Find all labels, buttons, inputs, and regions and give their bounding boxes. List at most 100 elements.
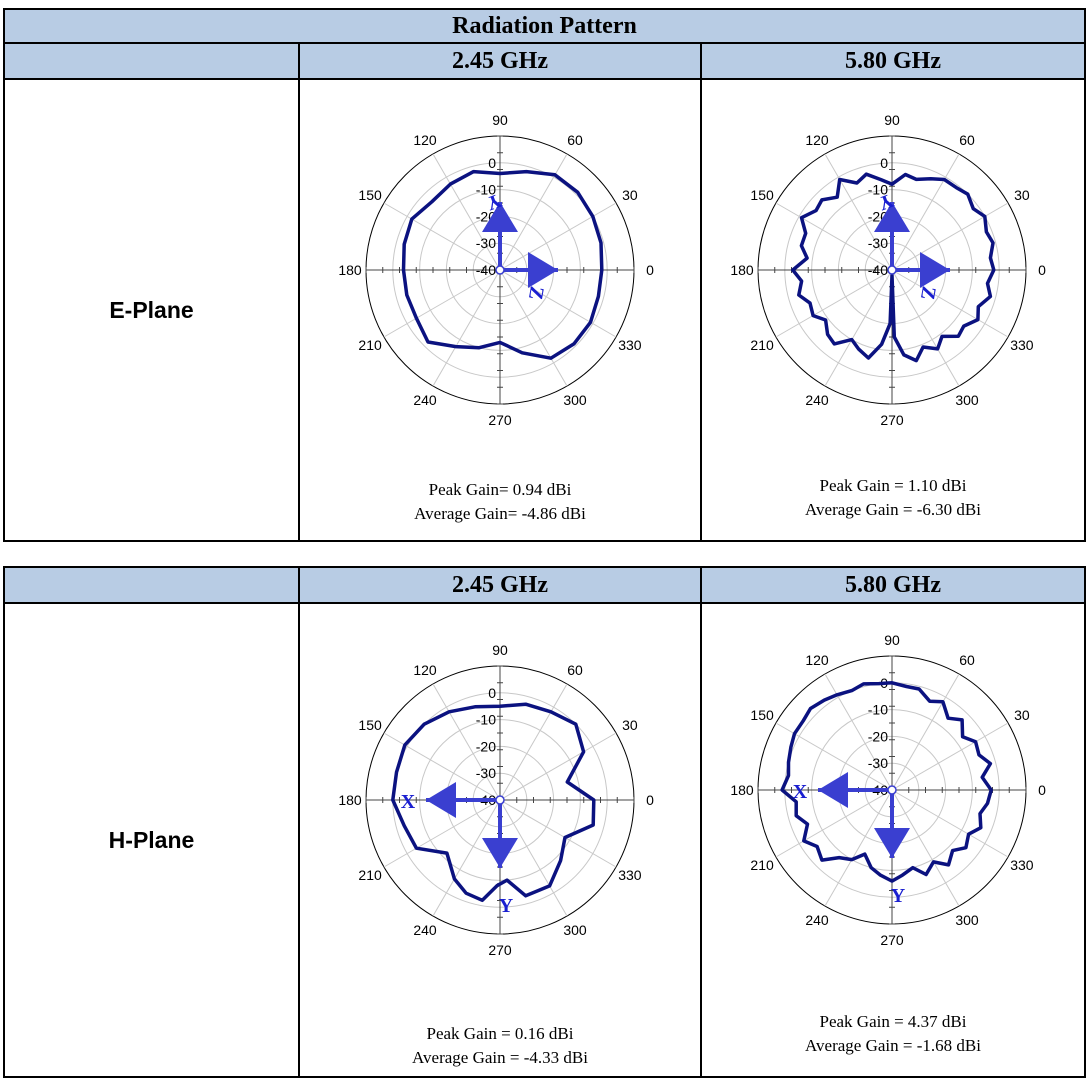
radial-tick-label: -20 <box>868 728 888 744</box>
angle-tick-label: 90 <box>492 642 508 658</box>
polar-spoke <box>383 202 501 271</box>
y-axis-arrow <box>482 202 518 232</box>
polar-spoke <box>432 683 501 801</box>
z-axis-label: Z <box>524 285 548 302</box>
angle-tick-label: 270 <box>880 412 904 428</box>
h-plane-table: 2.45 GHz 5.80 GHz H-Plane 0 30 60 90 120 150 1… <box>3 566 1086 1078</box>
angle-tick-label: 150 <box>358 187 382 203</box>
angle-tick-label: 210 <box>750 857 774 873</box>
radial-tick-label: -30 <box>868 755 888 771</box>
origin-marker <box>495 265 505 275</box>
angle-tick-label: 120 <box>413 132 437 148</box>
polar-spoke <box>891 789 960 907</box>
polar-spoke <box>499 799 617 868</box>
angle-tick-label: 150 <box>358 717 382 733</box>
radial-tick-label: -20 <box>476 738 496 754</box>
polar-chart-e-245: 03060901201501802102402703003300-10-20-3… <box>338 112 654 428</box>
peak-gain: Peak Gain = 1.10 dBi <box>819 476 967 495</box>
average-gain: Average Gain = -4.33 dBi <box>412 1048 588 1067</box>
polar-spoke <box>432 153 501 271</box>
average-gain: Average Gain = -1.68 dBi <box>805 1036 981 1055</box>
polar-spoke <box>383 269 501 338</box>
x-axis-arrow <box>818 772 848 808</box>
angle-tick-label: 180 <box>730 782 754 798</box>
angle-tick-label: 30 <box>622 717 638 733</box>
polar-spoke <box>824 789 893 907</box>
angle-tick-label: 60 <box>959 652 975 668</box>
polar-spoke <box>775 789 893 858</box>
angle-tick-label: 0 <box>646 262 654 278</box>
angle-tick-label: 330 <box>1010 857 1034 873</box>
y-axis-label: Y <box>499 895 514 917</box>
x-axis-label: X <box>401 791 416 813</box>
table-title: Radiation Pattern <box>3 8 1086 44</box>
peak-gain: Peak Gain = 0.16 dBi <box>426 1024 574 1043</box>
angle-tick-label: 60 <box>567 132 583 148</box>
peak-gain: Peak Gain= 0.94 dBi <box>428 480 572 499</box>
polar-spoke <box>891 269 1009 338</box>
radial-tick-label: 0 <box>488 155 496 171</box>
radial-tick-label: 0 <box>880 155 888 171</box>
radial-tick-label: -40 <box>476 262 496 278</box>
angle-tick-label: 180 <box>338 792 362 808</box>
polar-spoke <box>891 153 960 271</box>
angle-tick-label: 90 <box>884 112 900 128</box>
radial-tick-label: -30 <box>476 235 496 251</box>
radial-tick-label: -30 <box>868 235 888 251</box>
angle-tick-label: 0 <box>1038 262 1046 278</box>
angle-tick-label: 210 <box>358 867 382 883</box>
average-gain: Average Gain = -6.30 dBi <box>805 500 981 519</box>
angle-tick-label: 90 <box>884 632 900 648</box>
polar-spoke <box>499 269 617 338</box>
angle-tick-label: 240 <box>805 912 829 928</box>
angle-tick-label: 300 <box>563 922 587 938</box>
polar-spoke <box>432 799 501 917</box>
angle-tick-label: 60 <box>567 662 583 678</box>
polar-spoke <box>891 269 960 387</box>
polar-spoke <box>432 269 501 387</box>
polar-spoke <box>775 269 893 338</box>
pattern-trace <box>391 702 596 903</box>
angle-tick-label: 180 <box>338 262 362 278</box>
radial-tick-label: -10 <box>476 182 496 198</box>
y-axis-arrow <box>482 838 518 868</box>
polar-spoke <box>891 789 1009 858</box>
polar-cell-h-580: 0 30 60 90 120 150 180 210 240 270 300 330 0 -10 -20 -3… <box>700 602 1086 1078</box>
angle-tick-label: 240 <box>413 922 437 938</box>
polar-chart-e-580: 03060901201501802102402703003300-10-20-3… <box>730 112 1046 428</box>
origin-marker <box>495 795 505 805</box>
angle-tick-label: 300 <box>955 392 979 408</box>
angle-tick-label: 270 <box>880 932 904 948</box>
angle-tick-label: 300 <box>563 392 587 408</box>
pattern-trace <box>780 681 993 883</box>
polar-spoke <box>824 153 893 271</box>
row-label-h-plane: H-Plane <box>3 602 300 1078</box>
average-gain: Average Gain= -4.86 dBi <box>414 504 586 523</box>
freq-header-245: 2.45 GHz <box>298 566 702 604</box>
angle-tick-label: 330 <box>618 867 642 883</box>
angle-tick-label: 150 <box>750 707 774 723</box>
radial-tick-label: -10 <box>868 702 888 718</box>
freq-header-580: 5.80 GHz <box>700 42 1086 80</box>
angle-tick-label: 270 <box>488 412 512 428</box>
y-axis-arrow <box>874 202 910 232</box>
angle-tick-label: 0 <box>1038 782 1046 798</box>
z-axis-label: Z <box>916 285 940 302</box>
polar-spoke <box>499 153 568 271</box>
polar-spoke <box>499 683 568 801</box>
angle-tick-label: 240 <box>805 392 829 408</box>
angle-tick-label: 150 <box>750 187 774 203</box>
pattern-trace <box>401 169 604 360</box>
radial-tick-label: -10 <box>476 712 496 728</box>
polar-spoke <box>891 722 1009 791</box>
angle-tick-label: 0 <box>646 792 654 808</box>
angle-tick-label: 330 <box>1010 337 1034 353</box>
freq-header-245: 2.45 GHz <box>298 42 702 80</box>
y-axis-arrow <box>874 828 910 858</box>
polar-spoke <box>891 673 960 791</box>
peak-gain: Peak Gain = 4.37 dBi <box>819 1012 967 1031</box>
x-axis-label: X <box>793 781 808 803</box>
z-axis-arrow <box>920 252 950 288</box>
polar-spoke <box>499 202 617 271</box>
y-axis-label: Y <box>891 885 906 907</box>
